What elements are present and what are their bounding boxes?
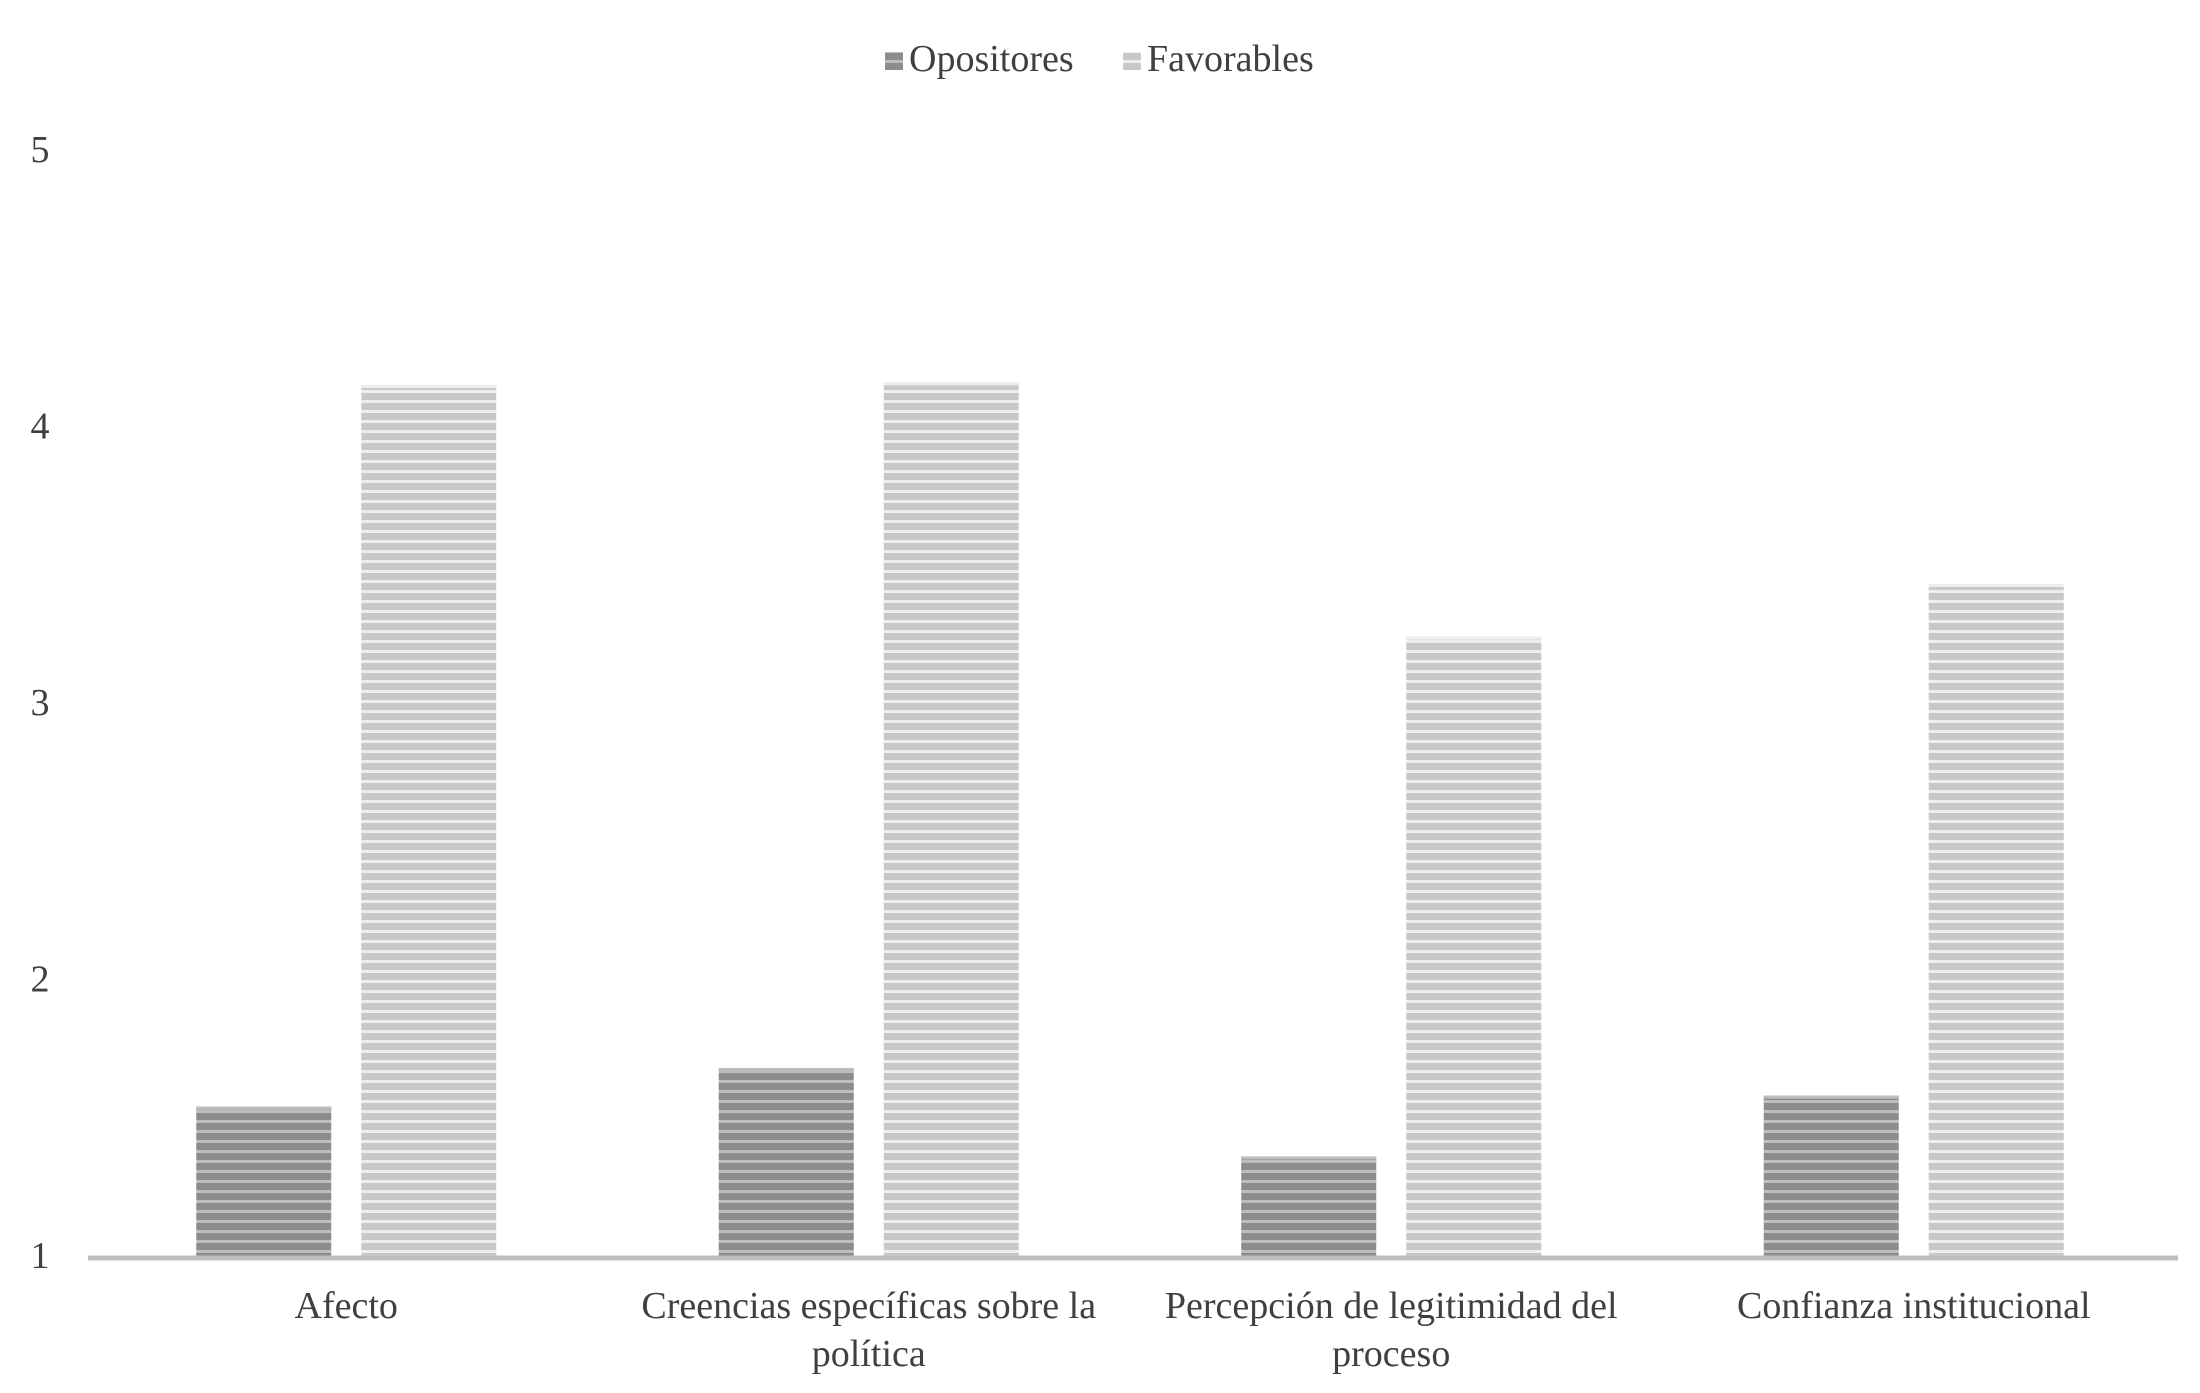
bar-favorables-1: [883, 382, 1019, 1256]
y-tick-label: 1: [31, 1235, 50, 1277]
bar-favorables-3: [1928, 584, 2064, 1256]
x-category-label: Confianza institucional: [1737, 1285, 2091, 1327]
y-axis: 1 2 3 4 5: [31, 129, 50, 1277]
bar-top-edge: [1406, 636, 1542, 640]
bar-top-edge: [1928, 584, 2064, 588]
y-tick-label: 4: [31, 406, 50, 448]
bar-favorables-2: [1406, 636, 1542, 1256]
x-category-label: proceso: [1332, 1333, 1450, 1375]
legend-swatch-opositores: [885, 52, 903, 70]
bars: [196, 382, 2064, 1256]
x-category-label: política: [812, 1333, 926, 1375]
bar-top-edge: [1241, 1156, 1377, 1160]
bar-opositores-1: [718, 1067, 854, 1256]
bar-top-edge: [718, 1067, 854, 1071]
bar-top-edge: [196, 1106, 332, 1110]
bar-top-edge: [1763, 1095, 1899, 1099]
y-tick-label: 2: [31, 959, 50, 1001]
bar-top-edge: [361, 385, 497, 389]
x-category-label: Percepción de legitimidad del: [1165, 1285, 1618, 1327]
bar-opositores-2: [1241, 1156, 1377, 1256]
x-category-label: Creencias específicas sobre la: [641, 1285, 1096, 1327]
y-tick-label: 5: [31, 129, 50, 171]
bar-favorables-0: [361, 385, 497, 1256]
y-tick-label: 3: [31, 682, 50, 724]
legend: Opositores Favorables: [885, 38, 1314, 80]
bar-opositores-0: [196, 1106, 332, 1256]
legend-label-opositores: Opositores: [909, 38, 1074, 80]
bar-opositores-3: [1763, 1095, 1899, 1256]
x-category-label: Afecto: [295, 1285, 398, 1327]
legend-swatch-favorables: [1123, 52, 1141, 70]
legend-label-favorables: Favorables: [1147, 38, 1314, 80]
x-axis: Afecto Creencias específicas sobre la polí…: [88, 1255, 2178, 1375]
bar-top-edge: [883, 382, 1019, 386]
